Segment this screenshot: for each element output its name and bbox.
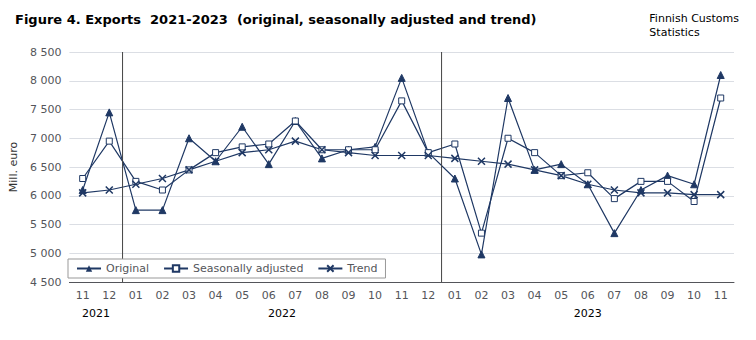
svg-text:05: 05 — [235, 289, 249, 302]
svg-text:08: 08 — [315, 289, 329, 302]
svg-text:Original: Original — [106, 262, 149, 275]
svg-text:2021: 2021 — [82, 307, 110, 320]
svg-text:Trend: Trend — [346, 262, 377, 275]
svg-text:06: 06 — [581, 289, 595, 302]
svg-text:03: 03 — [182, 289, 196, 302]
svg-text:6 000: 6 000 — [30, 189, 62, 202]
svg-text:Seasonally adjusted: Seasonally adjusted — [193, 262, 303, 275]
svg-text:Finnish Customs: Finnish Customs — [649, 12, 739, 25]
svg-text:11: 11 — [76, 289, 90, 302]
svg-text:04: 04 — [209, 289, 223, 302]
svg-text:02: 02 — [474, 289, 488, 302]
svg-text:03: 03 — [501, 289, 515, 302]
svg-text:04: 04 — [528, 289, 542, 302]
svg-text:2023: 2023 — [574, 307, 602, 320]
svg-text:08: 08 — [634, 289, 648, 302]
svg-text:01: 01 — [448, 289, 462, 302]
svg-text:11: 11 — [395, 289, 409, 302]
svg-text:6 500: 6 500 — [30, 161, 62, 174]
svg-text:Statistics: Statistics — [649, 26, 700, 39]
svg-text:8 500: 8 500 — [30, 46, 62, 59]
svg-text:7 500: 7 500 — [30, 103, 62, 116]
svg-text:10: 10 — [687, 289, 701, 302]
svg-text:01: 01 — [129, 289, 143, 302]
svg-text:2022: 2022 — [268, 307, 296, 320]
svg-text:8 000: 8 000 — [30, 74, 62, 87]
svg-text:05: 05 — [554, 289, 568, 302]
svg-text:12: 12 — [421, 289, 435, 302]
svg-text:10: 10 — [368, 289, 382, 302]
svg-text:07: 07 — [288, 289, 302, 302]
svg-text:Mill. euro: Mill. euro — [7, 142, 20, 193]
svg-text:09: 09 — [661, 289, 675, 302]
svg-text:11: 11 — [714, 289, 728, 302]
svg-text:12: 12 — [102, 289, 116, 302]
svg-text:06: 06 — [262, 289, 276, 302]
svg-text:02: 02 — [155, 289, 169, 302]
svg-text:7 000: 7 000 — [30, 132, 62, 145]
svg-text:Figure 4. Exports 2021-2023: Figure 4. Exports 2021-2023 (original, s… — [15, 12, 536, 27]
svg-text:07: 07 — [607, 289, 621, 302]
svg-text:4 500: 4 500 — [30, 276, 62, 289]
svg-text:5 500: 5 500 — [30, 218, 62, 231]
svg-text:09: 09 — [342, 289, 356, 302]
svg-text:5 000: 5 000 — [30, 247, 62, 260]
